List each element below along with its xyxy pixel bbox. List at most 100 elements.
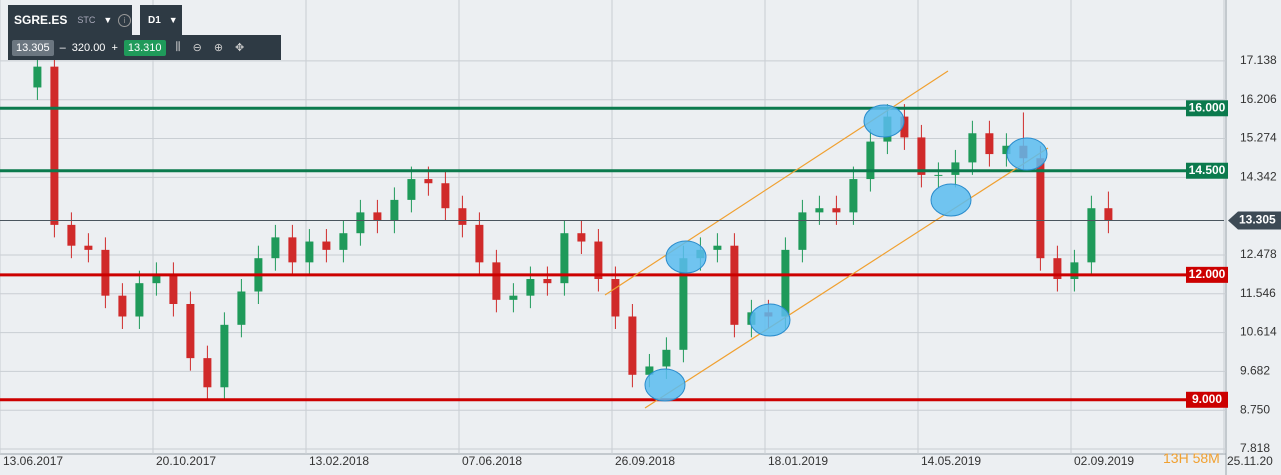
candle-body — [1087, 208, 1096, 263]
timeframe-selector[interactable]: D1 ▼ — [140, 5, 182, 35]
candle-body — [934, 174, 943, 176]
last-price-box — [1228, 211, 1281, 230]
y-tick-label: 17.138 — [1240, 53, 1277, 67]
zoom-out-icon[interactable]: ⊖ — [192, 42, 202, 54]
candle-body — [798, 212, 807, 250]
plus-button[interactable]: + — [111, 41, 118, 54]
candle-body — [917, 137, 926, 175]
candle-body — [84, 245, 93, 250]
candle-body — [1053, 258, 1062, 280]
candle-body — [832, 208, 841, 213]
level-label: 16.000 — [1189, 100, 1226, 114]
x-tick-label: 02.09.2019 — [1074, 454, 1134, 468]
candle-body — [322, 241, 331, 250]
candle-body — [220, 324, 229, 388]
timer: 13H 58M — [1163, 450, 1220, 466]
y-tick-label: 14.342 — [1240, 169, 1277, 183]
candle-body — [186, 303, 195, 359]
y-tick-label: 8.750 — [1240, 402, 1270, 416]
highlight-ellipse — [665, 240, 707, 274]
candle-body — [1036, 158, 1045, 259]
highlight-ellipse — [644, 368, 686, 402]
level-label-box — [1186, 162, 1228, 179]
y-tick-label: 10.614 — [1240, 325, 1277, 339]
timeframe: D1 — [148, 14, 161, 26]
level-label-box — [1186, 391, 1228, 408]
last-price-label: 13.305 — [1239, 213, 1276, 227]
x-tick-label: 13.06.2017 — [3, 454, 63, 468]
candle-body — [713, 245, 722, 250]
candle-body — [33, 66, 42, 88]
candle-body — [594, 241, 603, 280]
candle-body — [985, 133, 994, 155]
bid-price[interactable]: 13.305 — [12, 39, 54, 56]
candle-body — [424, 179, 433, 184]
x-tick-label: 26.09.2018 — [615, 454, 675, 468]
candle-body — [951, 162, 960, 175]
candle-body — [1002, 145, 1011, 155]
highlight-ellipse — [1006, 137, 1048, 171]
candle-body — [645, 366, 654, 375]
info-icon[interactable]: i — [118, 14, 131, 27]
trend-channel — [644, 147, 1049, 409]
candle-body — [237, 291, 246, 325]
candle-body — [407, 179, 416, 200]
candle-body — [866, 141, 875, 180]
candle-body — [509, 295, 518, 300]
candle-body — [339, 233, 348, 250]
level-label: 9.000 — [1192, 392, 1222, 406]
symbol-selector[interactable]: SGRE.ES STC ▼ — [8, 5, 132, 35]
highlight-ellipse — [749, 303, 791, 337]
highlight-ellipse — [863, 104, 905, 138]
candle-body — [135, 283, 144, 317]
candle-body — [679, 258, 688, 350]
candle-body — [356, 212, 365, 234]
candle-body — [781, 249, 790, 317]
x-tick-label: 20.10.2017 — [156, 454, 216, 468]
candle-body — [441, 183, 450, 209]
x-tick-label: 13.02.2018 — [309, 454, 369, 468]
candle-body — [815, 208, 824, 213]
trade-bar: 13.305 – 320.00 + 13.310 ⫼ ⊖ ⊕ ✥ — [8, 35, 281, 60]
x-tick-label: 25.11.20 — [1227, 454, 1273, 468]
level-label: 12.000 — [1189, 267, 1226, 281]
move-icon[interactable]: ✥ — [235, 42, 245, 54]
y-tick-label: 12.478 — [1240, 247, 1277, 261]
candle-body — [1104, 208, 1113, 221]
candle-body — [968, 133, 977, 163]
candle-body — [662, 349, 671, 367]
chart-type-icon[interactable]: ⫼ — [175, 41, 181, 53]
candle-body — [458, 208, 467, 225]
x-tick-label: 18.01.2019 — [768, 454, 828, 468]
candle-body — [50, 66, 59, 225]
level-label-box — [1186, 266, 1228, 283]
volume[interactable]: 320.00 — [71, 41, 106, 54]
dropdown-arrow: ▼ — [168, 15, 178, 25]
minus-button[interactable]: – — [59, 41, 66, 54]
candle-body — [611, 279, 620, 317]
candle-body — [1070, 262, 1079, 280]
level-label-box — [1186, 100, 1228, 117]
candle-body — [101, 249, 110, 296]
candle-body — [390, 199, 399, 221]
level-label: 14.500 — [1189, 163, 1226, 177]
candle-body — [169, 274, 178, 304]
y-tick-label: 11.546 — [1240, 286, 1276, 300]
highlight-ellipse — [930, 183, 972, 217]
ask-price[interactable]: 13.310 — [123, 39, 166, 56]
y-tick-label: 15.274 — [1240, 131, 1277, 145]
zoom-in-icon[interactable]: ⊕ — [213, 42, 224, 54]
candle-body — [492, 262, 501, 300]
candle-body — [730, 245, 739, 325]
candle-body — [560, 233, 569, 284]
candle-body — [118, 295, 127, 317]
candle-body — [900, 116, 909, 138]
candle-body — [305, 241, 314, 263]
candle-body — [67, 224, 76, 246]
candle-body — [628, 316, 637, 375]
candle-body — [203, 358, 212, 388]
candle-body — [288, 237, 297, 263]
symbol: SGRE.ES — [14, 13, 68, 27]
